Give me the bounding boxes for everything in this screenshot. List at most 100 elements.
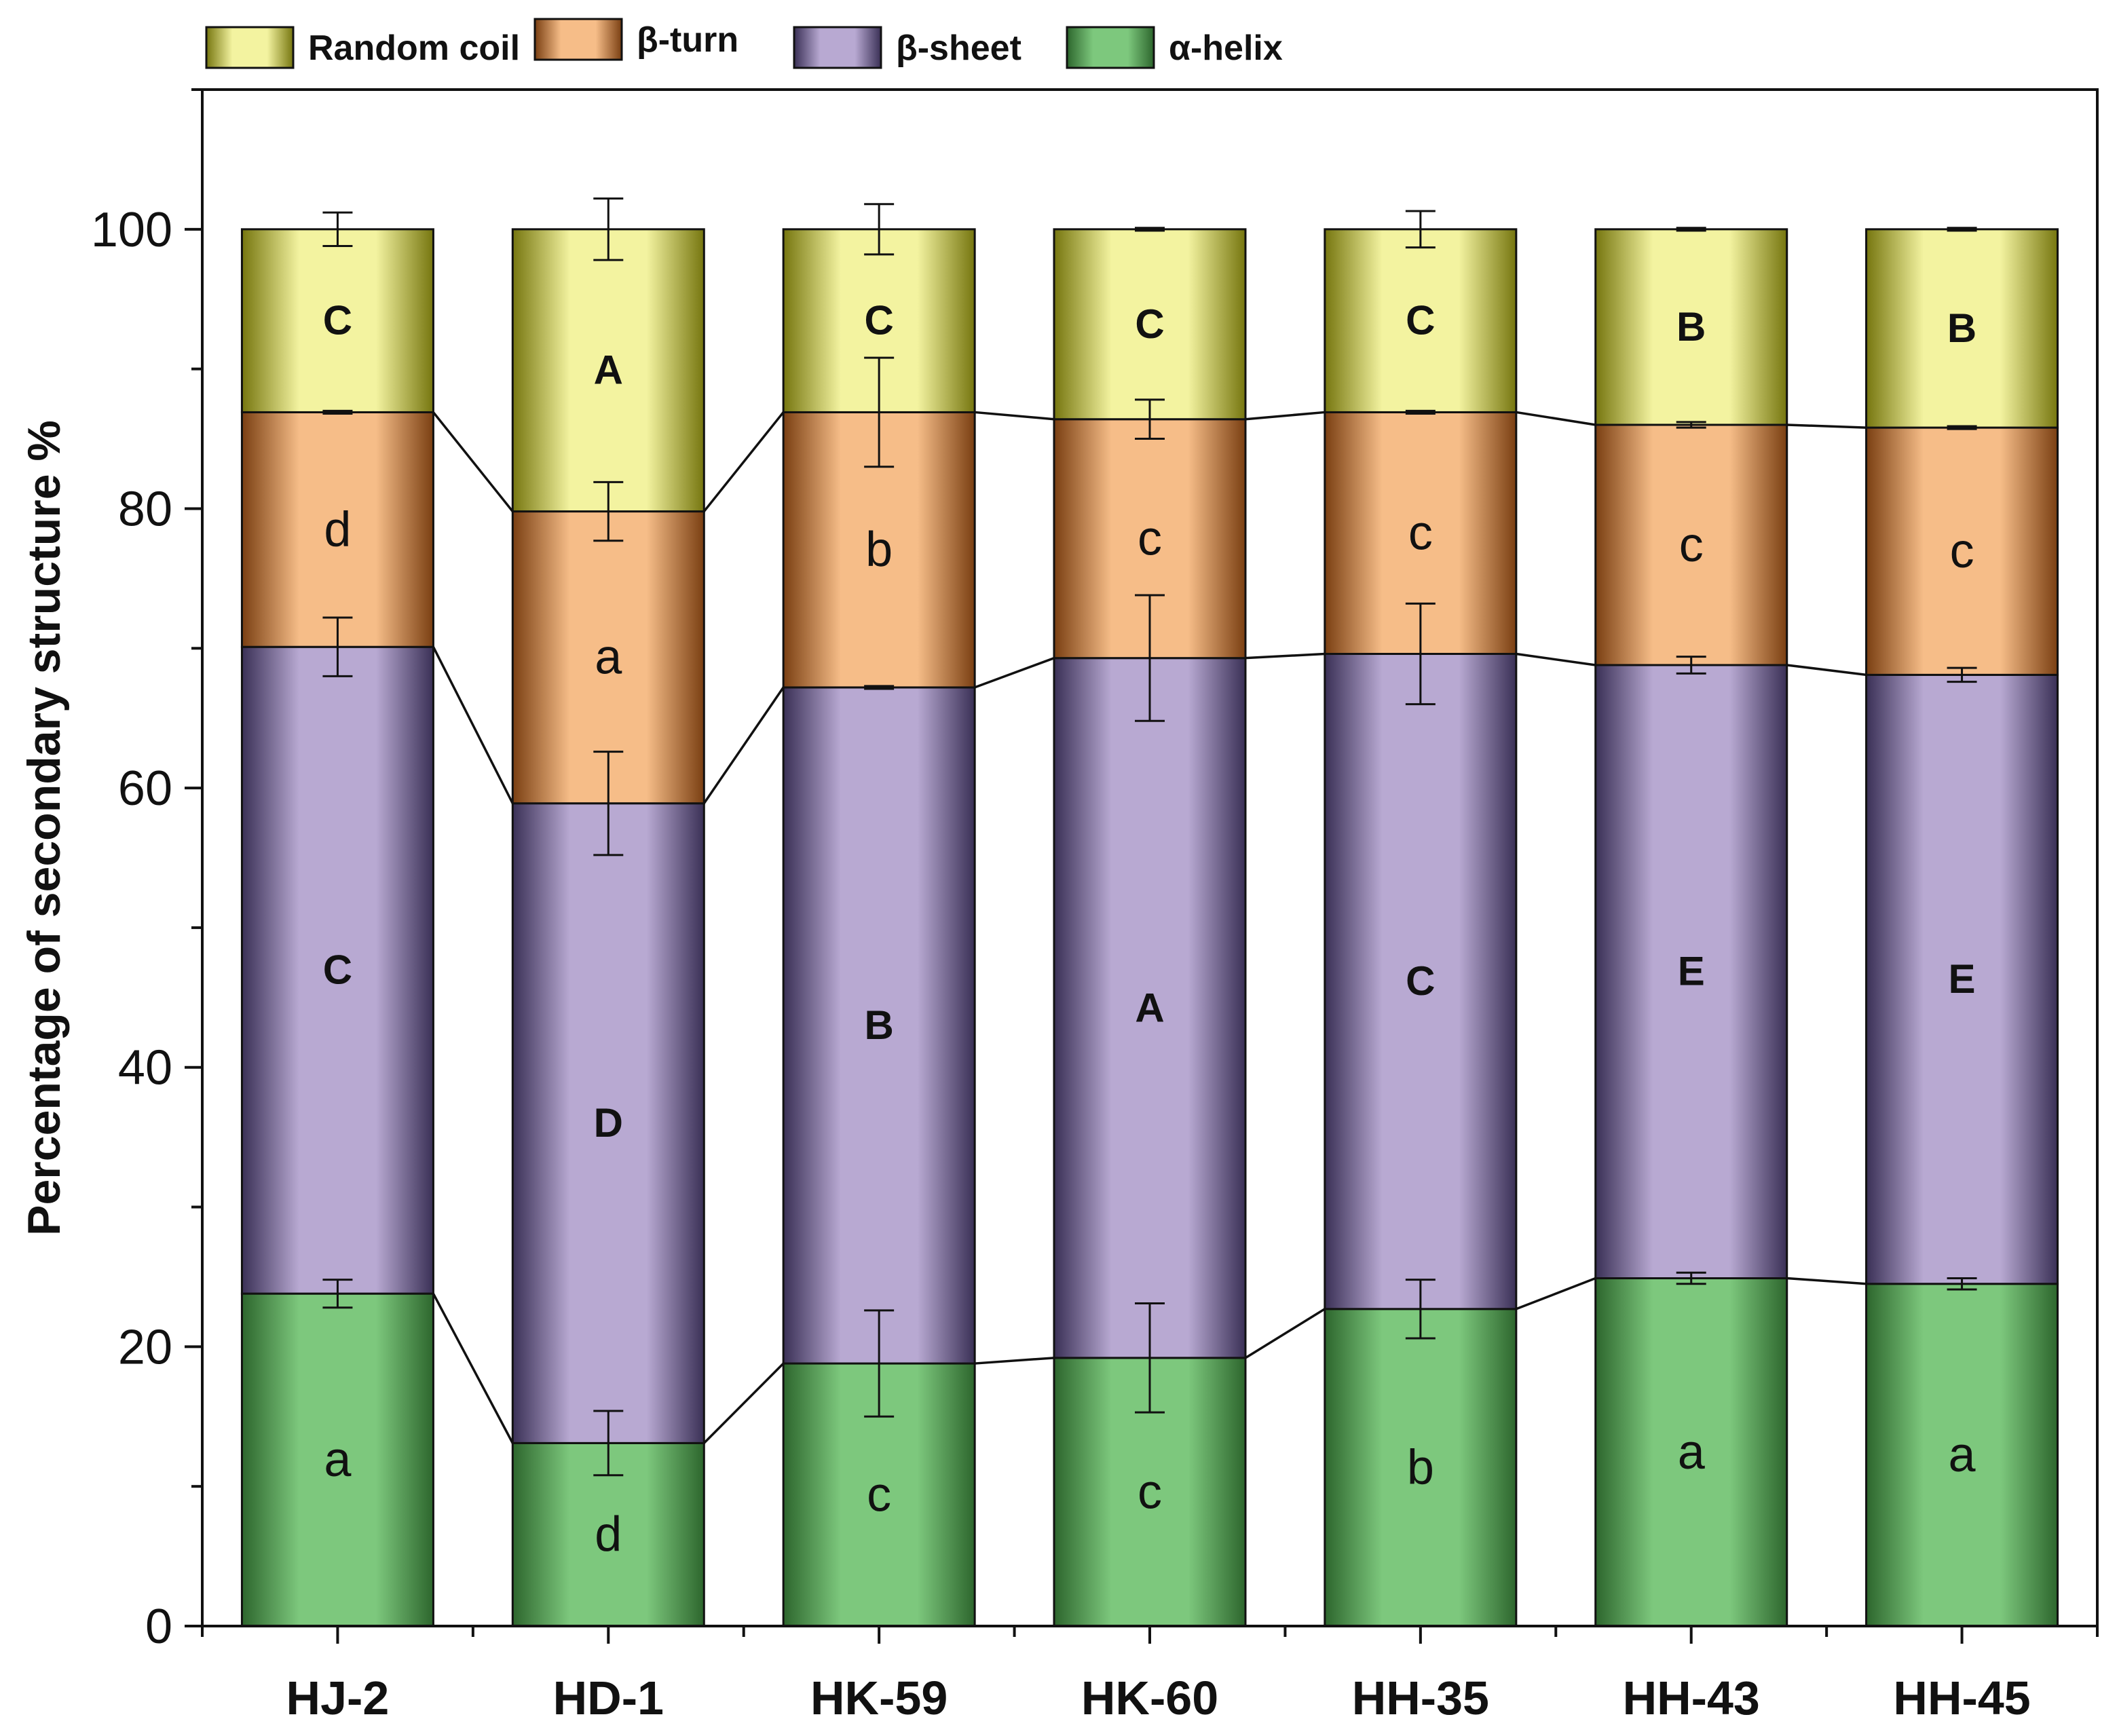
bar-beta-sheet-hk-59 <box>782 686 976 1365</box>
error-bar-beta-turn-hk-59 <box>864 356 895 468</box>
letter-alpha-helix-hk-60: c <box>1138 1465 1162 1519</box>
letter-alpha-helix-hh-35: b <box>1407 1440 1434 1494</box>
connector-beta-turn-5 <box>1516 411 1596 426</box>
connector-beta-sheet-4 <box>1245 652 1325 660</box>
legend-label-alpha-helix: α-helix <box>1169 29 1283 68</box>
error-bar-alpha-helix-hh-35 <box>1405 1279 1436 1340</box>
legend-swatch-random-coil <box>205 26 295 69</box>
error-bar-beta-turn-hh-43 <box>1676 421 1706 429</box>
x-tick-label-hk-59: HK-59 <box>810 1672 948 1724</box>
letter-beta-sheet-hk-60: A <box>1135 985 1164 1030</box>
error-bar-beta-sheet-hk-59 <box>864 685 895 690</box>
error-bar-beta-turn-hk-60 <box>1135 398 1165 440</box>
y-tick-label-0: 0 <box>145 1600 172 1654</box>
letter-beta-turn-hk-59: b <box>865 523 893 577</box>
error-bar-beta-sheet-hh-45 <box>1947 666 1977 683</box>
connector-beta-sheet-6 <box>1786 664 1867 677</box>
error-bar-beta-turn-hd-1 <box>593 480 624 542</box>
x-tick-label-hh-43: HH-43 <box>1623 1672 1760 1724</box>
letter-random-coil-hd-1: A <box>594 347 623 393</box>
axes: 0 20 40 60 80 100 HJ-2 HD-1 HK-59 HK-60 HH-35 HH-43… <box>91 88 2099 1724</box>
legend-swatch-beta-turn <box>533 18 623 61</box>
error-bar-random-coil-hk-60 <box>1135 227 1165 232</box>
connector-beta-turn-4 <box>1245 411 1326 421</box>
x-tick-label-hd-1: HD-1 <box>553 1672 664 1724</box>
connector-alpha-helix-6 <box>1786 1277 1867 1285</box>
letter-random-coil-hk-60: C <box>1135 301 1164 347</box>
connector-beta-turn-3 <box>974 411 1055 421</box>
legend-swatch-beta-sheet <box>793 26 882 69</box>
y-tick-label-100: 100 <box>91 203 172 257</box>
error-bar-random-coil-hh-45 <box>1947 227 1977 232</box>
error-bar-alpha-helix-hd-1 <box>593 1410 624 1477</box>
error-bars <box>322 197 1977 1477</box>
error-bar-beta-sheet-hk-60 <box>1135 594 1165 722</box>
letter-alpha-helix-hk-59: c <box>867 1468 891 1522</box>
legend-item-beta-sheet: β-sheet <box>793 26 1021 69</box>
error-bar-random-coil-hh-35 <box>1405 210 1436 249</box>
x-tick-label-hk-60: HK-60 <box>1081 1672 1218 1724</box>
letter-beta-sheet-hh-45: E <box>1949 956 1976 1002</box>
bar-beta-turn-hj-2 <box>240 411 434 648</box>
letter-alpha-helix-hh-43: a <box>1678 1425 1706 1479</box>
connector-beta-turn-2 <box>702 411 785 512</box>
bar-random-coil-hk-60 <box>1053 228 1247 421</box>
connector-beta-turn-1 <box>432 411 514 512</box>
error-bar-random-coil-hd-1 <box>593 197 624 261</box>
legend-swatch-alpha-helix <box>1066 26 1155 69</box>
error-bar-alpha-helix-hh-45 <box>1947 1277 1977 1291</box>
letter-beta-sheet-hd-1: D <box>594 1100 623 1146</box>
legend-item-beta-turn: β-turn <box>533 18 738 61</box>
bar-beta-sheet-hk-60 <box>1053 657 1247 1359</box>
legend: Random coil β-turn β-sheet α-helix <box>205 18 1283 69</box>
letter-beta-turn-hh-35: c <box>1408 506 1433 560</box>
connector-alpha-helix-4 <box>1245 1308 1326 1359</box>
connector-beta-turn-6 <box>1786 423 1867 429</box>
letter-beta-turn-hh-43: c <box>1679 518 1704 572</box>
error-bar-beta-turn-hj-2 <box>322 409 353 415</box>
significance-letters: a d c c b a a C D B A C E Ed a b c c c c C A C C C B B <box>323 298 1976 1562</box>
connector-beta-sheet-2 <box>702 686 785 804</box>
legend-label-beta-sheet: β-sheet <box>896 29 1021 68</box>
bar-beta-sheet-hh-43 <box>1594 664 1788 1280</box>
connector-alpha-helix-3 <box>975 1357 1055 1365</box>
connector-lines <box>432 411 1867 1444</box>
bar-beta-sheet-hh-35 <box>1324 653 1518 1310</box>
letter-random-coil-hj-2: C <box>323 298 352 343</box>
letter-alpha-helix-hd-1: d <box>595 1507 622 1562</box>
letter-random-coil-hk-59: C <box>864 298 893 343</box>
error-bar-beta-sheet-hh-35 <box>1405 602 1436 706</box>
y-tick-label-60: 60 <box>118 761 172 816</box>
connector-alpha-helix-5 <box>1516 1277 1596 1310</box>
y-tick-label-20: 20 <box>118 1320 172 1374</box>
letter-alpha-helix-hh-45: a <box>1949 1428 1976 1482</box>
letter-random-coil-hh-43: B <box>1676 304 1706 350</box>
connector-beta-sheet-1 <box>432 646 514 804</box>
legend-label-beta-turn: β-turn <box>637 20 738 60</box>
error-bar-alpha-helix-hj-2 <box>322 1279 353 1309</box>
legend-item-random-coil: Random coil <box>205 26 520 69</box>
error-bar-alpha-helix-hk-59 <box>864 1309 895 1418</box>
error-bar-beta-turn-hh-45 <box>1947 425 1977 430</box>
legend-item-alpha-helix: α-helix <box>1066 26 1283 69</box>
legend-label-random-coil: Random coil <box>308 29 520 68</box>
letter-beta-turn-hd-1: a <box>595 630 622 685</box>
letter-beta-turn-hh-45: c <box>1950 524 1974 578</box>
bar-beta-turn-hh-45 <box>1865 426 2059 676</box>
bar-random-coil-hh-35 <box>1324 228 1518 413</box>
letter-beta-turn-hk-60: c <box>1138 512 1162 566</box>
bars <box>240 228 2059 1627</box>
x-tick-label-hj-2: HJ-2 <box>286 1672 390 1724</box>
error-bar-beta-turn-hh-35 <box>1405 409 1436 415</box>
error-bar-beta-sheet-hd-1 <box>593 751 624 856</box>
letter-beta-sheet-hk-59: B <box>864 1002 893 1048</box>
error-bar-alpha-helix-hk-60 <box>1135 1302 1165 1414</box>
connector-alpha-helix-1 <box>432 1293 514 1444</box>
y-axis-label: Percentage of secondary structure % <box>18 420 70 1236</box>
bar-random-coil-hd-1 <box>511 228 705 513</box>
error-bar-beta-sheet-hj-2 <box>322 616 353 677</box>
bar-beta-sheet-hj-2 <box>240 645 434 1295</box>
bar-alpha-helix-hh-43 <box>1594 1277 1788 1627</box>
letter-alpha-helix-hj-2: a <box>324 1433 352 1487</box>
